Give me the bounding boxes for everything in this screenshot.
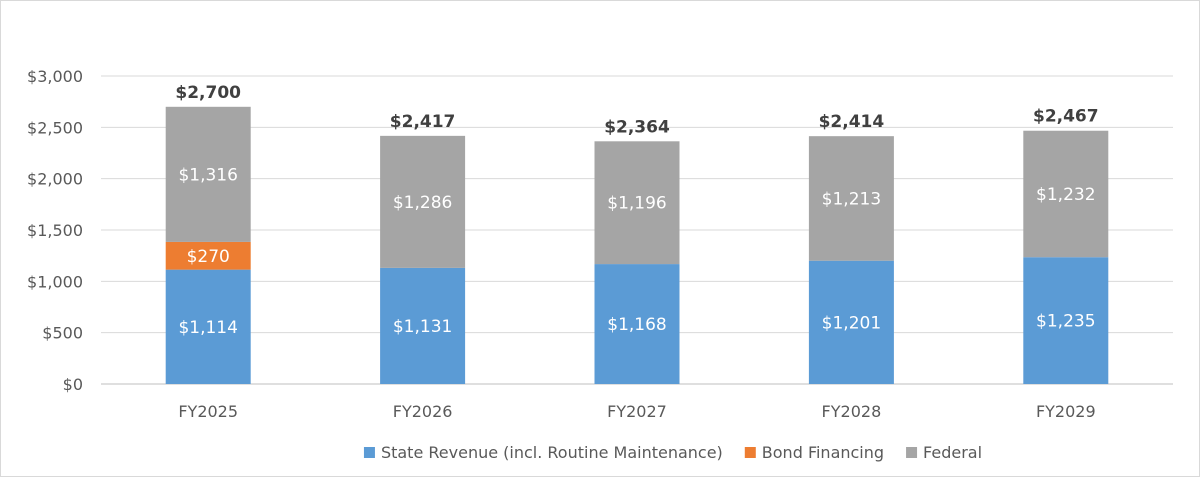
bar-segment xyxy=(1023,257,1109,384)
bar-segment xyxy=(380,135,466,268)
bars: $1,114 $270 $1,316 $2,700 $1,131 $1,286 $2,417… xyxy=(165,83,1109,384)
total-value-label: $2,417 xyxy=(390,112,456,132)
legend-swatch xyxy=(744,447,756,458)
segment-value-label: $1,168 xyxy=(607,315,666,335)
bar-segment xyxy=(380,267,466,384)
x-tick-label: FY2026 xyxy=(393,402,453,421)
y-tick-label: $3,000 xyxy=(27,67,83,86)
y-tick-label: $2,500 xyxy=(27,118,83,137)
segment-value-label: $1,201 xyxy=(822,313,881,333)
x-axis: FY2025 FY2026 FY2027 FY2028 FY2029 xyxy=(178,402,1095,421)
y-tick-label: $1,000 xyxy=(27,272,83,291)
segment-value-label: $1,286 xyxy=(393,193,452,213)
y-tick-label: $2,000 xyxy=(27,170,83,189)
legend-label: State Revenue (incl. Routine Maintenance… xyxy=(381,443,723,462)
x-tick-label: FY2028 xyxy=(822,402,882,421)
y-tick-label: $500 xyxy=(42,324,83,343)
y-axis: $0 $500 $1,000 $1,500 $2,000 $2,500 $3,000 xyxy=(27,67,83,394)
total-value-label: $2,467 xyxy=(1033,107,1099,127)
bar-segment xyxy=(165,241,251,270)
x-tick-label: FY2025 xyxy=(178,402,238,421)
legend-swatch xyxy=(363,447,375,458)
legend-item: Federal xyxy=(906,443,982,462)
y-tick-label: $0 xyxy=(63,375,83,394)
total-value-label: $2,364 xyxy=(604,117,670,137)
segment-value-label: $1,232 xyxy=(1036,185,1095,205)
bar-segment xyxy=(808,260,894,384)
x-tick-label: FY2029 xyxy=(1036,402,1096,421)
total-value-label: $2,414 xyxy=(819,112,885,132)
legend-item: Bond Financing xyxy=(744,443,884,462)
bar-segment xyxy=(594,141,680,265)
segment-value-label: $1,235 xyxy=(1036,312,1095,332)
bar-segment xyxy=(165,269,251,384)
segment-value-label: $1,114 xyxy=(178,318,237,338)
legend-label: Federal xyxy=(923,443,982,462)
segment-value-label: $270 xyxy=(187,247,230,267)
y-tick-label: $1,500 xyxy=(27,221,83,240)
segment-value-label: $1,131 xyxy=(393,317,452,337)
segment-value-label: $1,213 xyxy=(822,189,881,209)
bar-segment xyxy=(808,136,894,261)
segment-value-label: $1,316 xyxy=(178,165,237,185)
segment-value-label: $1,196 xyxy=(607,194,666,214)
legend-item: State Revenue (incl. Routine Maintenance… xyxy=(363,443,723,462)
x-tick-label: FY2027 xyxy=(607,402,667,421)
total-value-label: $2,700 xyxy=(175,83,241,103)
bar-segment xyxy=(1023,130,1109,258)
legend-label: Bond Financing xyxy=(762,443,884,462)
bar-segment xyxy=(594,264,680,384)
bar-segment xyxy=(165,106,251,242)
legend-swatch xyxy=(906,447,918,458)
legend: State Revenue (incl. Routine Maintenance… xyxy=(363,443,982,462)
